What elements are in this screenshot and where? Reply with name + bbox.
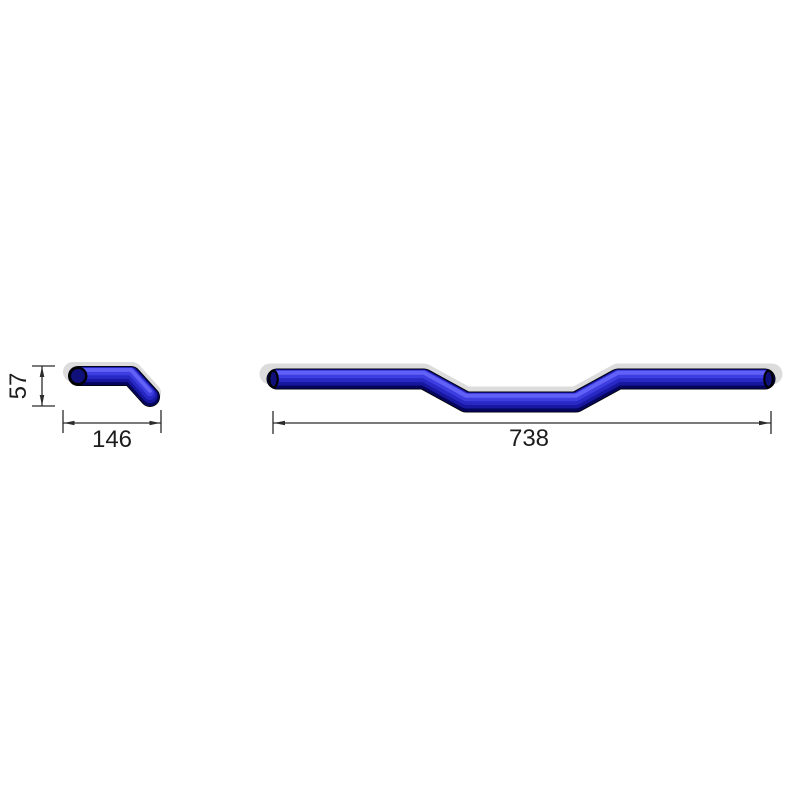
dimension-label-57: 57 [5, 373, 32, 400]
arrowhead-right-icon [149, 420, 160, 426]
tube-side-profile [68, 366, 160, 407]
tube-opening [763, 369, 774, 389]
dimension-146: 146 [62, 410, 162, 453]
dimension-738: 738 [272, 411, 772, 452]
side-view: 57 146 [5, 362, 162, 453]
tube-front-profile [266, 368, 776, 413]
front-view: 738 [259, 363, 783, 452]
arrowhead-down-icon [39, 395, 45, 406]
dimension-label-146: 146 [92, 426, 132, 453]
arrowhead-left-icon [64, 420, 75, 426]
dimension-57: 57 [5, 365, 55, 407]
tube-opening [68, 366, 88, 386]
tube-opening [268, 369, 279, 389]
arrowhead-left-icon [274, 420, 285, 426]
dimension-label-738: 738 [509, 425, 549, 452]
arrowhead-up-icon [39, 366, 45, 377]
arrowhead-right-icon [759, 420, 770, 426]
